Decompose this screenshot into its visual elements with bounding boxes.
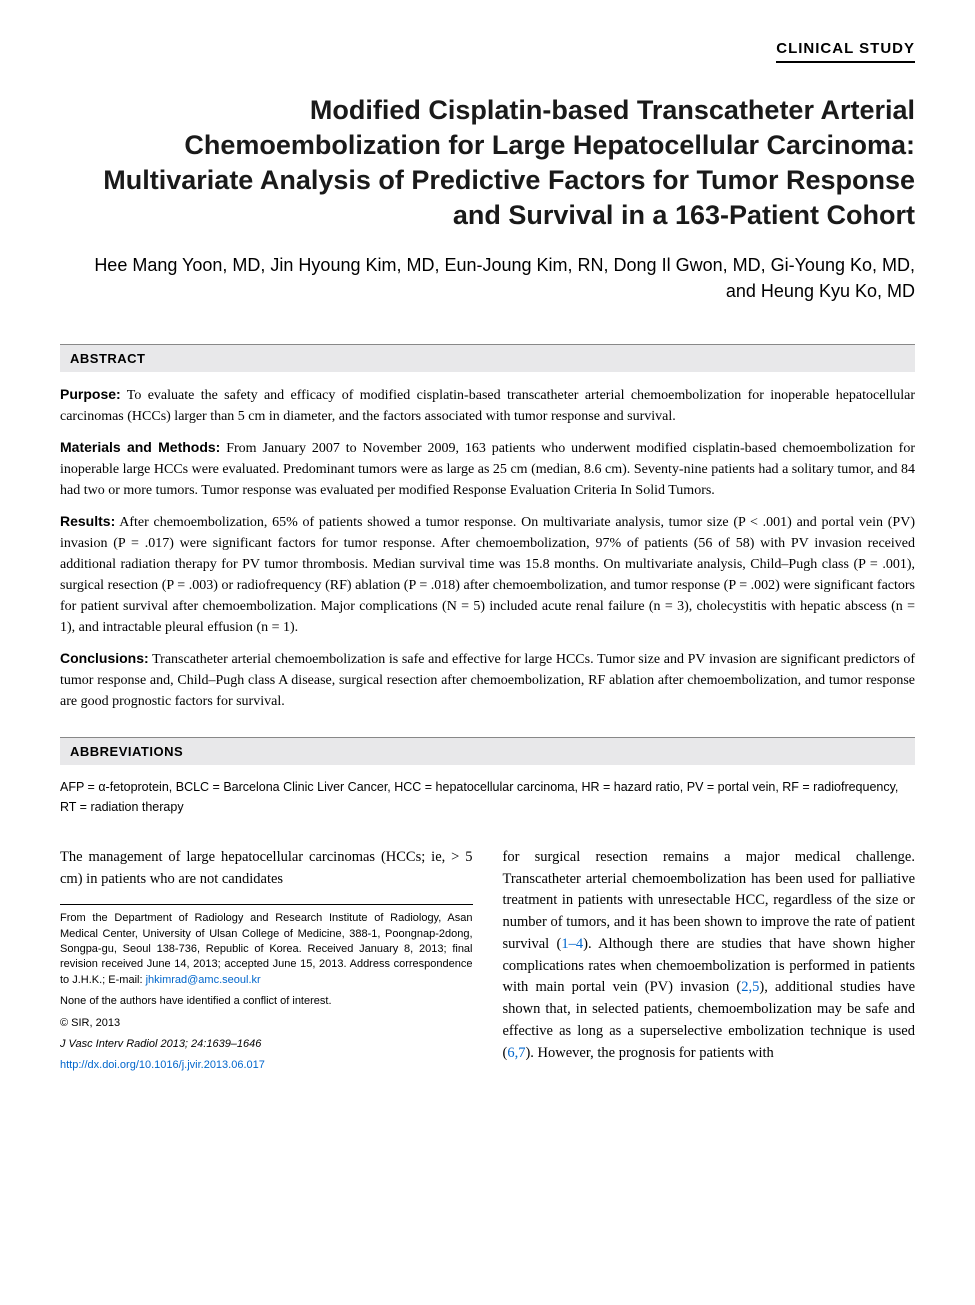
author-list: Hee Mang Yoon, MD, Jin Hyoung Kim, MD, E… bbox=[60, 253, 915, 303]
abstract-results: Results: After chemoembolization, 65% of… bbox=[60, 511, 915, 638]
abstract-body: Purpose: To evaluate the safety and effi… bbox=[60, 384, 915, 712]
abbreviations-header: ABBREVIATIONS bbox=[60, 737, 915, 765]
conclusions-label: Conclusions: bbox=[60, 650, 149, 666]
body-text-right-4: ). However, the prognosis for patients w… bbox=[525, 1045, 773, 1061]
purpose-text: To evaluate the safety and efficacy of m… bbox=[60, 388, 915, 424]
abstract-purpose: Purpose: To evaluate the safety and effi… bbox=[60, 384, 915, 427]
conflict-footnote: None of the authors have identified a co… bbox=[60, 994, 473, 1009]
correspondence-email[interactable]: jhkimrad@amc.seoul.kr bbox=[146, 974, 261, 986]
abstract-conclusions: Conclusions: Transcatheter arterial chem… bbox=[60, 648, 915, 712]
article-title: Modified Cisplatin-based Transcatheter A… bbox=[60, 93, 915, 233]
methods-label: Materials and Methods: bbox=[60, 439, 220, 455]
doi-link[interactable]: http://dx.doi.org/10.1016/j.jvir.2013.06… bbox=[60, 1059, 265, 1071]
reference-link-6-7[interactable]: 6,7 bbox=[507, 1045, 525, 1061]
purpose-label: Purpose: bbox=[60, 386, 121, 402]
body-text-left: The management of large hepatocellular c… bbox=[60, 849, 473, 887]
affiliation-text: From the Department of Radiology and Res… bbox=[60, 912, 473, 986]
conclusions-text: Transcatheter arterial chemoembolization… bbox=[60, 652, 915, 709]
citation-footnote: J Vasc Interv Radiol 2013; 24:1639–1646 bbox=[60, 1037, 473, 1052]
body-columns: The management of large hepatocellular c… bbox=[60, 847, 915, 1080]
abbreviations-body: AFP = α-fetoprotein, BCLC = Barcelona Cl… bbox=[60, 777, 915, 817]
results-label: Results: bbox=[60, 513, 115, 529]
citation-text: J Vasc Interv Radiol 2013; 24:1639–1646 bbox=[60, 1038, 261, 1050]
left-column: The management of large hepatocellular c… bbox=[60, 847, 473, 1080]
right-column: for surgical resection remains a major m… bbox=[503, 847, 916, 1080]
doi-footnote: http://dx.doi.org/10.1016/j.jvir.2013.06… bbox=[60, 1058, 473, 1073]
footnote-divider bbox=[60, 904, 473, 905]
affiliation-footnote: From the Department of Radiology and Res… bbox=[60, 911, 473, 988]
results-text: After chemoembolization, 65% of patients… bbox=[60, 515, 915, 635]
article-type-label: CLINICAL STUDY bbox=[776, 40, 915, 63]
copyright-footnote: © SIR, 2013 bbox=[60, 1016, 473, 1031]
abstract-header: ABSTRACT bbox=[60, 344, 915, 372]
reference-link-1-4[interactable]: 1–4 bbox=[561, 936, 583, 952]
reference-link-2-5[interactable]: 2,5 bbox=[741, 979, 759, 995]
abstract-methods: Materials and Methods: From January 2007… bbox=[60, 437, 915, 501]
